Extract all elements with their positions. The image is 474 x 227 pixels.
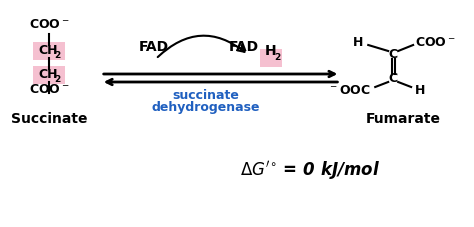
Text: COO$^-$: COO$^-$ <box>415 35 456 49</box>
Text: C: C <box>389 72 398 86</box>
Text: C: C <box>389 47 398 61</box>
Text: H: H <box>415 84 426 98</box>
Text: COO$^-$: COO$^-$ <box>28 18 69 31</box>
Text: 2: 2 <box>54 74 60 84</box>
Text: $^-$OOC: $^-$OOC <box>328 84 371 98</box>
Text: CH: CH <box>38 69 58 81</box>
Text: 2: 2 <box>274 53 281 62</box>
FancyBboxPatch shape <box>261 49 283 67</box>
FancyBboxPatch shape <box>33 66 65 84</box>
Text: dehydrogenase: dehydrogenase <box>151 101 260 114</box>
Text: Succinate: Succinate <box>11 112 87 126</box>
Text: H: H <box>353 35 363 49</box>
Text: $\Delta G'^{\circ}$ = 0 kJ/mol: $\Delta G'^{\circ}$ = 0 kJ/mol <box>240 159 380 182</box>
Text: H: H <box>264 44 276 58</box>
Text: FAD: FAD <box>228 40 258 54</box>
Text: FAD: FAD <box>139 40 169 54</box>
FancyArrowPatch shape <box>158 36 245 57</box>
FancyBboxPatch shape <box>33 42 65 60</box>
Text: succinate: succinate <box>172 89 239 102</box>
Text: COO$^-$: COO$^-$ <box>28 83 69 96</box>
Text: CH: CH <box>38 44 58 57</box>
Text: 2: 2 <box>54 50 60 59</box>
Text: Fumarate: Fumarate <box>365 112 441 126</box>
